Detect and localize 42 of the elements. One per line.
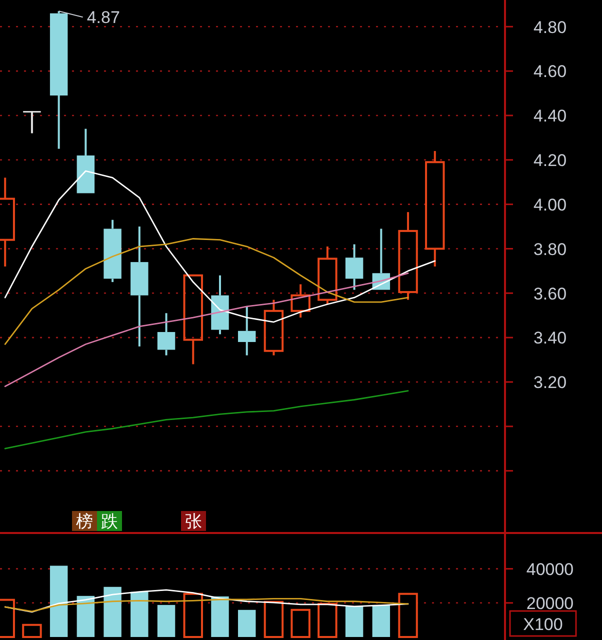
bar (238, 610, 256, 637)
y-tick-label: 40000 (526, 560, 574, 579)
y-tick-label: 4.80 (533, 18, 567, 37)
line-series (4, 390, 409, 450)
annotation: 榜 (76, 512, 93, 532)
bar (157, 604, 176, 637)
y-tick-label: 3.60 (533, 284, 567, 304)
bar (183, 592, 203, 638)
y-tick-label: 20000 (526, 594, 574, 614)
annotation: 4.87 (86, 8, 120, 28)
annotation: 张 (185, 512, 202, 532)
candlestick (238, 305, 256, 356)
candlestick (50, 10, 68, 150)
y-tick-label: 3.80 (533, 240, 567, 259)
candlestick (104, 218, 122, 284)
bar (398, 592, 418, 638)
y-tick-label: 4.20 (533, 151, 567, 170)
bar (345, 606, 364, 637)
candlestick (425, 150, 445, 268)
candlestick (157, 312, 176, 356)
y-tick-label: 4.40 (533, 106, 567, 126)
line-series (4, 598, 409, 612)
y-tick-label: 4.00 (533, 195, 567, 214)
line-series (4, 170, 436, 323)
bar (318, 602, 338, 638)
y-tick-label: 4.60 (533, 62, 567, 82)
candlestick (130, 226, 148, 348)
y-tick-label: 3.20 (533, 373, 567, 392)
bar (290, 608, 310, 638)
bar (50, 566, 68, 637)
annotation: 跌 (101, 512, 118, 532)
text: X100 (523, 615, 563, 634)
bar (372, 604, 390, 637)
bar (22, 624, 42, 638)
line-series (4, 238, 409, 345)
candlestick (345, 243, 364, 291)
line-series (4, 272, 409, 388)
bar (76, 596, 95, 637)
bar (104, 586, 122, 637)
bar (130, 592, 148, 637)
y-tick-label: 3.40 (533, 328, 567, 348)
bar (211, 596, 229, 637)
